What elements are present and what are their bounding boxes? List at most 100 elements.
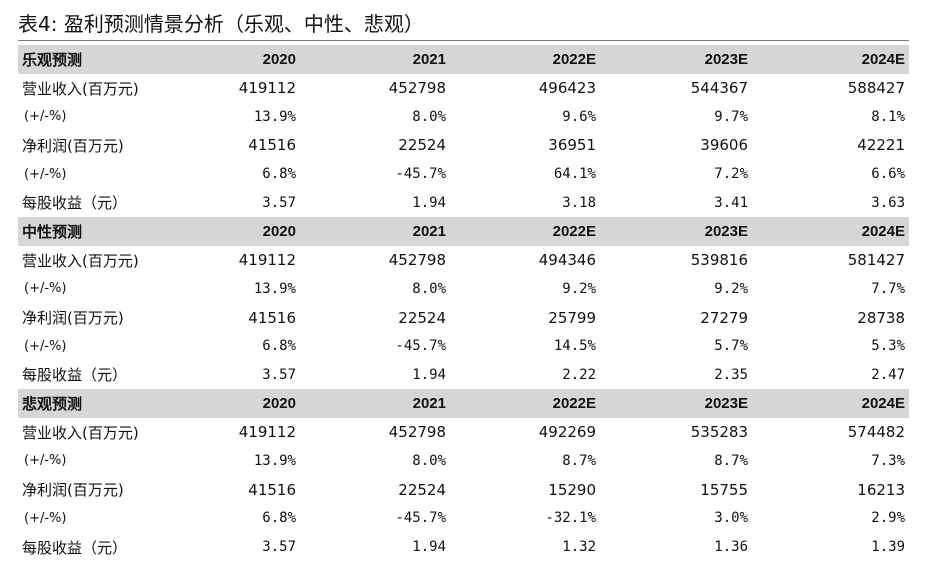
table-cell: 3.18 [562, 194, 596, 211]
year-header: 2024E [752, 217, 909, 246]
row-label: (+/-%) [24, 109, 67, 125]
table-cell: 8.0% [412, 452, 446, 469]
table-cell: 13.9% [253, 108, 296, 125]
table-cell: 1.36 [714, 539, 748, 556]
year-header: 2023E [600, 217, 752, 246]
section-name: 中性预测 [18, 217, 188, 246]
table-row: 净利润(百万元) 41516 22524 25799 27279 28738 [18, 303, 909, 332]
table-cell: 15755 [700, 480, 748, 499]
table-cell: 452798 [388, 251, 446, 270]
table-cell: 3.57 [262, 194, 296, 211]
table-cell: 535283 [690, 423, 748, 442]
year-header: 2022E [450, 217, 600, 246]
year-header: 2023E [600, 389, 752, 418]
table-cell: 39606 [700, 136, 748, 155]
row-label: 每股收益（元） [22, 366, 128, 385]
table-cell: 2.35 [714, 366, 748, 383]
forecast-table: 乐观预测 2020 2021 2022E 2023E 2024E 营业收入(百万元) 4191… [18, 45, 909, 561]
table-cell: 41516 [248, 480, 296, 499]
table-cell: 2.47 [871, 366, 905, 383]
table-cell: 2.9% [871, 510, 905, 527]
row-label: 净利润(百万元) [22, 309, 124, 328]
table-cell: 3.0% [714, 510, 748, 527]
table-cell: 13.9% [253, 452, 296, 469]
table-title: 表4: 盈利预测情景分析（乐观、中性、悲观） [18, 12, 424, 36]
table-row: (+/-%) 13.9% 8.0% 9.2% 9.2% 7.7% [18, 275, 909, 304]
table-row: 营业收入(百万元) 419112 452798 494346 539816 581427 [18, 246, 909, 275]
section-name: 乐观预测 [18, 45, 188, 74]
row-label: 净利润(百万元) [22, 481, 124, 500]
row-label: 净利润(百万元) [22, 136, 124, 155]
table-cell: 452798 [388, 423, 446, 442]
table-cell: 3.41 [714, 194, 748, 211]
table-cell: -45.7% [395, 510, 446, 527]
table-row: (+/-%) 6.8% -45.7% 64.1% 7.2% 6.6% [18, 160, 909, 189]
table-cell: 539816 [690, 251, 748, 270]
table-row: 每股收益（元） 3.57 1.94 1.32 1.36 1.39 [18, 533, 909, 562]
table-row: 净利润(百万元) 41516 22524 15290 15755 16213 [18, 475, 909, 504]
table-cell: 7.2% [714, 166, 748, 183]
year-header: 2020 [188, 389, 300, 418]
year-header: 2021 [300, 217, 450, 246]
row-label: 每股收益（元） [22, 538, 128, 557]
title-divider [18, 40, 909, 41]
table-cell: 27279 [700, 308, 748, 327]
table-cell: 15290 [548, 480, 596, 499]
table-cell: 5.3% [871, 338, 905, 355]
row-label: 营业收入(百万元) [22, 423, 139, 442]
table-row: 净利润(百万元) 41516 22524 36951 39606 42221 [18, 131, 909, 160]
table-cell: 574482 [847, 423, 905, 442]
table-cell: 1.94 [412, 366, 446, 383]
table-cell: 419112 [238, 423, 296, 442]
section-header-row: 乐观预测 2020 2021 2022E 2023E 2024E [18, 45, 909, 74]
table-cell: 7.3% [871, 452, 905, 469]
table-cell: 22524 [398, 480, 446, 499]
table-cell: 8.7% [562, 452, 596, 469]
table-cell: 22524 [398, 308, 446, 327]
row-label: (+/-%) [24, 281, 67, 297]
table-cell: 41516 [248, 308, 296, 327]
table-cell: 9.7% [714, 108, 748, 125]
table-cell: 8.1% [871, 108, 905, 125]
table-cell: 64.1% [553, 166, 596, 183]
table-cell: 3.57 [262, 366, 296, 383]
table-cell: 419112 [238, 79, 296, 98]
table-cell: 1.39 [871, 539, 905, 556]
table-row: (+/-%) 6.8% -45.7% -32.1% 3.0% 2.9% [18, 504, 909, 533]
year-header: 2020 [188, 45, 300, 74]
table-cell: 42221 [857, 136, 905, 155]
table-cell: 2.22 [562, 366, 596, 383]
table-cell: 6.8% [262, 338, 296, 355]
table-row: 每股收益（元） 3.57 1.94 2.22 2.35 2.47 [18, 361, 909, 390]
table-cell: 1.94 [412, 194, 446, 211]
section-name: 悲观预测 [18, 389, 188, 418]
forecast-table-body: 乐观预测 2020 2021 2022E 2023E 2024E 营业收入(百万元) 4191… [18, 45, 909, 561]
table-row: 营业收入(百万元) 419112 452798 492269 535283 574482 [18, 418, 909, 447]
table-cell: 588427 [847, 79, 905, 98]
year-header: 2021 [300, 389, 450, 418]
table-cell: 492269 [538, 423, 596, 442]
table-cell: 9.2% [714, 280, 748, 297]
row-label: (+/-%) [24, 453, 67, 469]
table-cell: 16213 [857, 480, 905, 499]
year-header: 2021 [300, 45, 450, 74]
table-cell: 544367 [690, 79, 748, 98]
table-cell: 14.5% [553, 338, 596, 355]
section-header-row: 悲观预测 2020 2021 2022E 2023E 2024E [18, 389, 909, 418]
row-label: 每股收益（元） [22, 194, 128, 213]
table-cell: 494346 [538, 251, 596, 270]
table-cell: 9.2% [562, 280, 596, 297]
table-row: (+/-%) 13.9% 8.0% 8.7% 8.7% 7.3% [18, 447, 909, 476]
table-cell: 6.8% [262, 510, 296, 527]
table-cell: 3.57 [262, 539, 296, 556]
table-cell: 496423 [538, 79, 596, 98]
row-label: (+/-%) [24, 510, 67, 526]
table-cell: 581427 [847, 251, 905, 270]
table-cell: 13.9% [253, 280, 296, 297]
year-header: 2024E [752, 45, 909, 74]
table-cell: 7.7% [871, 280, 905, 297]
row-label: (+/-%) [24, 166, 67, 182]
table-cell: 3.63 [871, 194, 905, 211]
row-label: 营业收入(百万元) [22, 79, 139, 98]
table-row: 营业收入(百万元) 419112 452798 496423 544367 588427 [18, 74, 909, 103]
